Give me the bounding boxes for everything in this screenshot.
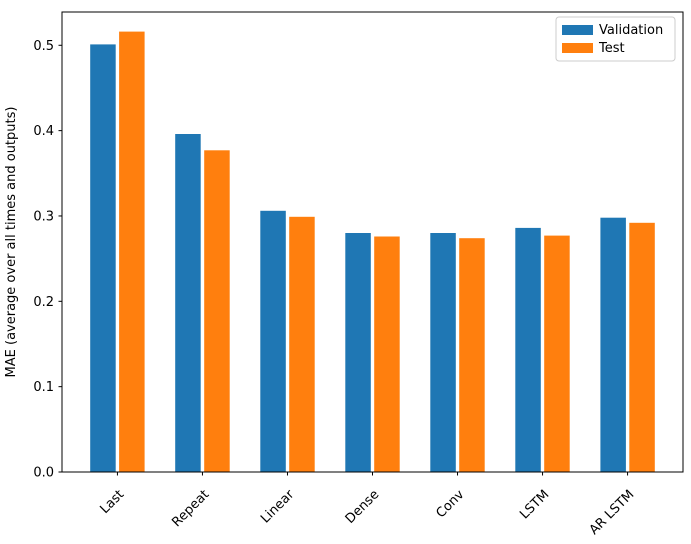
bar-test-ar-lstm: [629, 222, 655, 472]
legend: Validation Test: [555, 16, 676, 62]
bar-test-conv: [459, 238, 485, 472]
bar-validation-repeat: [175, 134, 201, 472]
x-tick-label: Linear: [258, 487, 298, 527]
bar-test-repeat: [204, 150, 230, 473]
bar-test-last: [119, 31, 145, 472]
axes-frame: [61, 11, 684, 473]
legend-label-test: Test: [598, 41, 625, 56]
bar-validation-conv: [430, 233, 456, 472]
x-tick-label: LSTM: [517, 487, 552, 522]
bar-validation-linear: [260, 210, 286, 473]
bar-validation-dense: [345, 233, 371, 472]
y-axis-label: MAE (average over all times and outputs): [4, 107, 19, 378]
x-tick-label: Repeat: [169, 487, 212, 530]
plot-area: [62, 12, 683, 472]
legend-label-validation: Validation: [599, 23, 663, 38]
plot-content: 0.0 0.1 0.2 0.3 0.4 0.5 Last Repeat Linear Dense C…: [33, 11, 684, 538]
x-tick-label: Conv: [433, 487, 467, 521]
bar-validation-last: [90, 44, 116, 473]
legend-swatch-test: [562, 43, 593, 53]
y-tick-label: 0.4: [33, 124, 54, 139]
x-tick-label: Dense: [343, 487, 383, 527]
x-tick-label: Last: [97, 487, 127, 517]
y-tick-label: 0.3: [33, 209, 54, 224]
y-tick-label: 0.5: [33, 39, 54, 54]
legend-swatch-validation: [562, 25, 593, 35]
y-tick-label: 0.1: [33, 380, 54, 395]
bar-test-linear: [289, 216, 315, 472]
bar-validation-ar-lstm: [600, 217, 626, 472]
y-tick-label: 0.2: [33, 295, 54, 310]
y-tick-label: 0.0: [33, 466, 54, 481]
bar-test-dense: [374, 236, 400, 472]
bar-test-lstm: [544, 235, 570, 472]
bar-validation-lstm: [515, 227, 541, 472]
x-tick-label: AR LSTM: [587, 487, 638, 538]
